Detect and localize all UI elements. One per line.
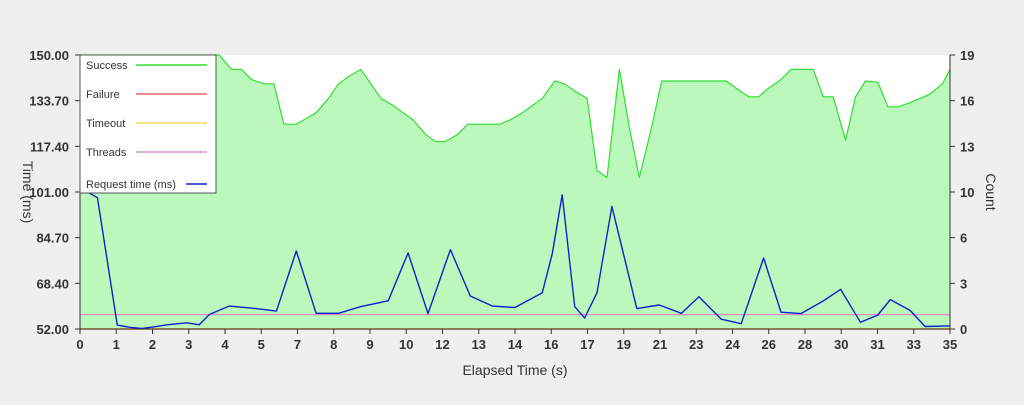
x-tick-label: 31 <box>870 337 884 352</box>
x-tick-label: 2 <box>149 337 156 352</box>
x-tick-label: 1 <box>113 337 120 352</box>
y-left-tick-label: 150.00 <box>29 48 69 63</box>
x-tick-label: 9 <box>366 337 373 352</box>
y-left-tick-label: 52.00 <box>36 322 69 337</box>
x-tick-label: 14 <box>508 337 523 352</box>
y-left-tick-label: 117.40 <box>30 139 69 154</box>
x-tick-label: 3 <box>185 337 192 352</box>
x-tick-label: 33 <box>907 337 921 352</box>
x-tick-label: 8 <box>330 337 337 352</box>
y-left-tick-label: 68.40 <box>36 276 69 291</box>
x-tick-label: 30 <box>834 337 848 352</box>
ticks-layer: 0 1 2 3 4 5 7 8 9 10 12 13 14 16 17 19 21 23 24 26 28 30 31 33 3… <box>29 48 974 352</box>
x-tick-label: 4 <box>221 337 229 352</box>
x-tick-label: 12 <box>435 337 449 352</box>
legend-label-timeout: Timeout <box>86 118 125 130</box>
x-tick-label: 28 <box>798 337 812 352</box>
x-tick-label: 35 <box>943 337 957 352</box>
legend: Success Failure Timeout Threads Request time… <box>79 54 217 194</box>
y-right-tick-label: 0 <box>960 322 967 337</box>
x-tick-label: 21 <box>653 337 667 352</box>
legend-box <box>79 54 217 194</box>
y-right-tick-label: 19 <box>960 48 974 63</box>
x-tick-label: 7 <box>294 337 301 352</box>
x-tick-label: 10 <box>399 337 413 352</box>
x-tick-label: 0 <box>76 337 83 352</box>
x-tick-label: 23 <box>689 337 703 352</box>
legend-label-success: Success <box>86 60 128 72</box>
legend-label-request-time-ms: Request time (ms) <box>86 179 176 191</box>
y-axis-title-right: Count <box>983 173 999 210</box>
y-left-tick-label: 101.00 <box>29 185 69 200</box>
series-success-line <box>80 54 951 179</box>
y-left-tick-label: 133.70 <box>29 94 69 109</box>
x-tick-label: 16 <box>544 337 558 352</box>
legend-label-failure: Failure <box>86 89 120 101</box>
y-left-tick-label: 84.70 <box>36 231 69 246</box>
x-tick-label: 19 <box>617 337 631 352</box>
series-request-time-ms-line <box>87 191 951 330</box>
y-right-tick-label: 6 <box>960 231 967 246</box>
y-axis-title-left: Time (ms) <box>20 161 36 223</box>
y-right-tick-label: 13 <box>960 139 974 154</box>
series-success-area <box>80 55 950 329</box>
x-tick-label: 24 <box>725 337 740 352</box>
y-right-tick-label: 3 <box>960 276 967 291</box>
legend-label-threads: Threads <box>86 147 127 159</box>
y-right-tick-label: 10 <box>960 185 974 200</box>
x-tick-label: 5 <box>258 337 265 352</box>
x-tick-label: 26 <box>762 337 776 352</box>
x-tick-label: 17 <box>580 337 594 352</box>
x-axis-title: Elapsed Time (s) <box>462 362 567 378</box>
x-tick-label: 13 <box>472 337 486 352</box>
y-right-tick-label: 16 <box>960 94 974 109</box>
